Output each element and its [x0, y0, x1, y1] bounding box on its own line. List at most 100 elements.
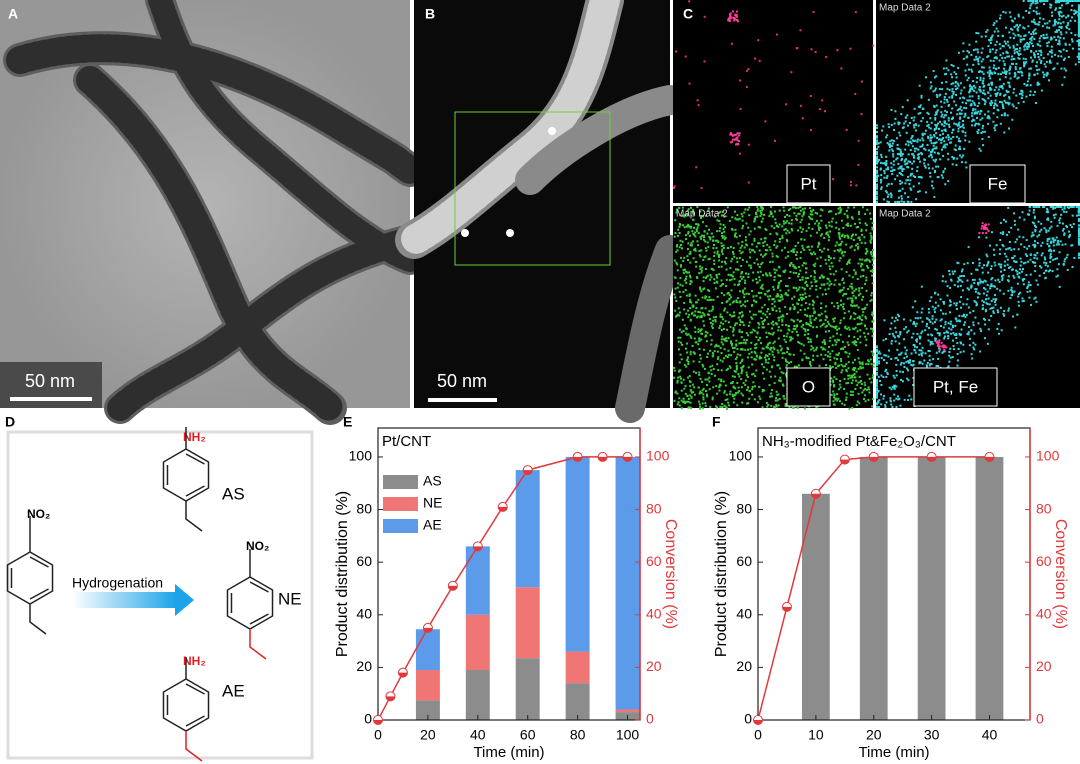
legend-swatch	[383, 475, 418, 489]
y2-tick-label: 100	[646, 448, 670, 464]
amino-group: NH₂	[183, 430, 206, 444]
bar	[515, 470, 540, 588]
marker-half	[448, 585, 458, 591]
benzene-ring	[226, 576, 274, 630]
product-name: AS	[222, 484, 245, 503]
x-tick-label: 0	[374, 727, 382, 743]
marker-half	[473, 546, 483, 551]
bar	[565, 683, 590, 720]
marker-half	[869, 456, 879, 462]
y-tick-label: 40	[356, 605, 372, 621]
scale-label: 50 nm	[437, 371, 487, 391]
x-tick-label: 100	[616, 727, 640, 743]
pt-particle	[548, 127, 556, 135]
nitro-group: NO₂	[246, 539, 269, 553]
map-label-box	[969, 164, 1026, 204]
x-axis-label: Time (min)	[473, 744, 544, 761]
x-tick-label: 20	[866, 727, 882, 743]
arrow-head	[175, 584, 194, 616]
marker-half	[373, 720, 383, 725]
double-bonds	[10, 556, 49, 600]
marker-half	[811, 493, 821, 499]
double-bonds	[230, 581, 269, 625]
bar	[515, 658, 540, 720]
panel-d: D Hydrogenation NO₂ NH₂ AS NO₂ NE NH₂ AE	[5, 414, 314, 762]
map-header: Map Data 2	[879, 209, 931, 220]
bar	[565, 651, 590, 684]
chart-title: Pt/CNT	[382, 433, 431, 450]
substituent	[249, 629, 267, 660]
x-tick-label: 20	[420, 727, 436, 743]
substituent	[185, 501, 203, 532]
map-element: Pt, Fe	[933, 377, 978, 396]
y-tick-label: 60	[736, 553, 752, 569]
scheme-box	[6, 430, 314, 760]
map-header: Map Data 2	[676, 209, 728, 220]
bar	[615, 709, 640, 713]
marker-half	[840, 459, 850, 465]
map-element: Fe	[988, 174, 1008, 193]
scale-label: 50 nm	[25, 371, 75, 391]
panel-label: B	[425, 6, 435, 22]
benzene-ring	[162, 448, 210, 502]
x-tick-label: 10	[808, 727, 824, 743]
y2-tick-label: 20	[646, 658, 662, 674]
y2-tick-label: 80	[646, 500, 662, 516]
bar	[917, 456, 946, 720]
panel-label: E	[343, 414, 352, 430]
legend-label: NE	[423, 495, 442, 511]
x-axis-label: Time (min)	[858, 744, 929, 761]
bar	[801, 493, 830, 720]
marker-half	[782, 606, 792, 612]
amino-group: NH₂	[183, 654, 206, 668]
bar	[415, 700, 440, 720]
panel-a: 50 nm A	[0, 0, 427, 425]
y2-axis-label: Conversion (%)	[1052, 519, 1069, 629]
map-dots	[673, 206, 875, 410]
map-header: Map Data 2	[879, 3, 931, 14]
map-label-box	[913, 367, 998, 407]
x-tick-label: 40	[470, 727, 486, 743]
legend-swatch	[383, 497, 418, 511]
map-dots	[876, 0, 1080, 203]
panel-b: 50 nm B	[395, 0, 685, 423]
chart-title: NH₃-modified Pt&Fe₂O₃/CNT	[762, 433, 956, 450]
conversion-line	[377, 456, 628, 721]
y2-tick-label: 0	[646, 711, 654, 727]
marker-half	[927, 456, 937, 462]
bar	[515, 587, 540, 659]
bar	[465, 546, 490, 615]
bar	[975, 456, 1004, 720]
bar	[615, 456, 640, 710]
y-tick-label: 100	[729, 448, 753, 464]
benzene-ring	[162, 678, 210, 732]
product-name: NE	[278, 589, 302, 608]
x-tick-label: 80	[570, 727, 586, 743]
panel-label: A	[8, 6, 18, 22]
selection-box	[454, 111, 611, 266]
panel-c: Pt Fe Map Data 2 O Map Data 2 Pt, Fe Map Data …	[673, 0, 1080, 410]
y-tick-label: 40	[736, 605, 752, 621]
y-tick-label: 80	[356, 500, 372, 516]
y2-tick-label: 0	[1036, 711, 1044, 727]
y-axis-label: Product distribution (%)	[334, 491, 351, 657]
y2-tick-label: 40	[1036, 605, 1052, 621]
y2-tick-label: 40	[646, 605, 662, 621]
map-image	[673, 0, 873, 203]
marker-half	[598, 456, 608, 462]
double-bonds	[166, 453, 205, 497]
y2-tick-label: 60	[1036, 553, 1052, 569]
x-tick-label: 0	[754, 727, 762, 743]
panel-label: D	[5, 414, 15, 430]
x-tick-label: 30	[924, 727, 940, 743]
marker-half	[753, 720, 763, 725]
substituent	[29, 604, 47, 635]
bar	[415, 629, 440, 671]
legend-label: AS	[423, 473, 442, 489]
marker-half	[573, 456, 583, 462]
panel-label: C	[683, 6, 693, 22]
y-tick-label: 20	[736, 658, 752, 674]
y-tick-label: 80	[736, 500, 752, 516]
bar	[415, 670, 440, 701]
